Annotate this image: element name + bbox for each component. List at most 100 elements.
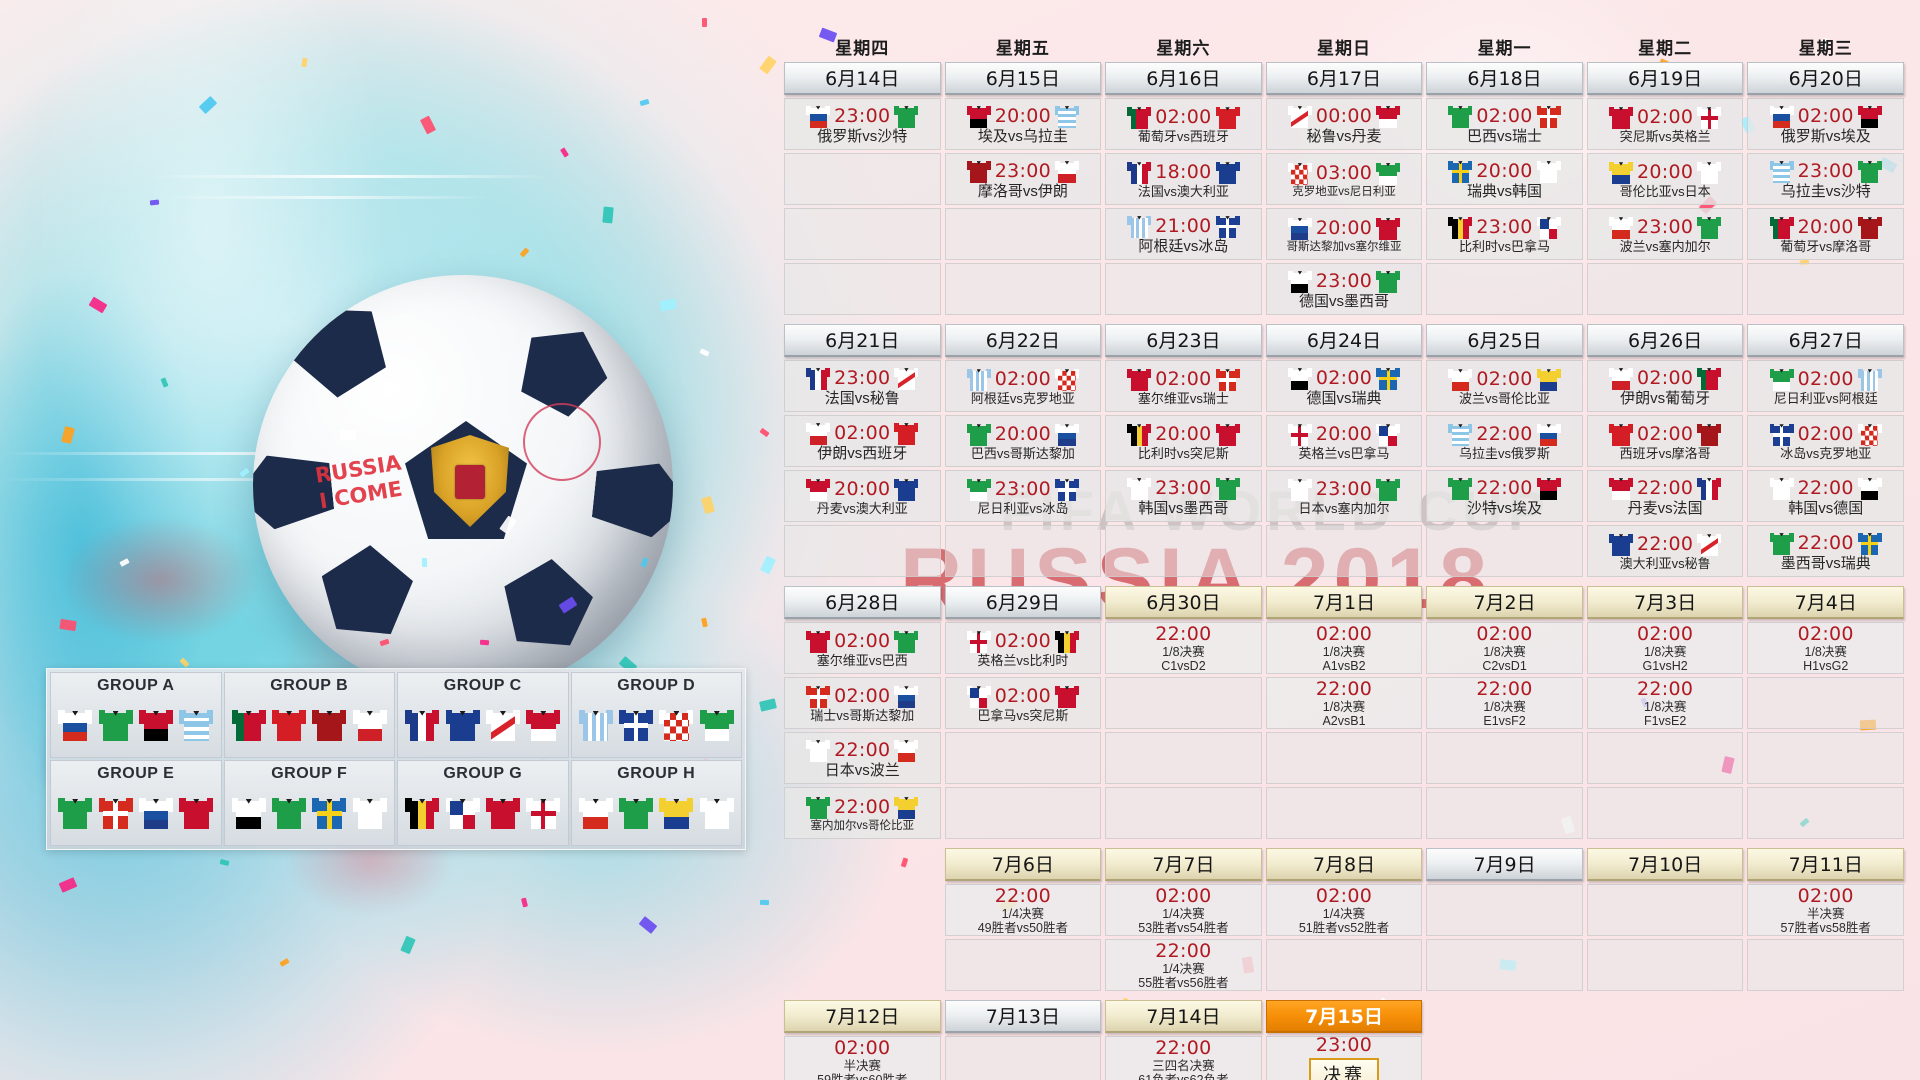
- knockout-match-cell[interactable]: 22:00 三四名决赛 61负者vs62负者: [1105, 1036, 1262, 1080]
- knockout-match-cell[interactable]: 22:00 1/4决赛 55胜者vs56胜者: [1105, 939, 1262, 991]
- date-header[interactable]: 6月28日: [784, 586, 941, 619]
- match-cell[interactable]: 03:00 克罗地亚vs尼日利亚: [1265, 153, 1423, 205]
- date-header[interactable]: 7月13日: [944, 1000, 1102, 1033]
- match-cell[interactable]: 02:00 波兰vs哥伦比亚: [1426, 360, 1583, 412]
- match-cell[interactable]: 23:00 法国vs秘鲁: [784, 360, 941, 412]
- group-card-group-e[interactable]: GROUP E: [50, 760, 222, 846]
- knockout-match-cell[interactable]: 22:00 1/4决赛 49胜者vs50胜者: [944, 884, 1102, 936]
- date-header[interactable]: 7月3日: [1586, 586, 1744, 619]
- date-header[interactable]: 6月14日: [784, 62, 941, 95]
- date-header[interactable]: 7月4日: [1747, 586, 1904, 619]
- knockout-match-cell[interactable]: 02:00 1/4决赛 51胜者vs52胜者: [1265, 884, 1423, 936]
- date-header[interactable]: 7月2日: [1426, 586, 1583, 619]
- date-header[interactable]: 6月25日: [1426, 324, 1583, 357]
- match-cell[interactable]: 02:00 塞尔维亚vs瑞士: [1105, 360, 1262, 412]
- date-header[interactable]: 6月16日: [1105, 62, 1262, 95]
- match-cell[interactable]: 20:00 哥斯达黎加vs塞尔维亚: [1265, 208, 1423, 260]
- group-card-group-d[interactable]: GROUP D: [570, 672, 742, 758]
- match-cell[interactable]: 20:00 英格兰vs巴拿马: [1265, 415, 1423, 467]
- date-header[interactable]: 7月12日: [784, 1000, 941, 1033]
- match-cell[interactable]: 23:00 尼日利亚vs冰岛: [944, 470, 1102, 522]
- date-header[interactable]: 6月24日: [1265, 324, 1423, 357]
- match-cell[interactable]: 02:00 伊朗vs西班牙: [784, 415, 941, 467]
- date-header[interactable]: 6月19日: [1586, 62, 1744, 95]
- date-header[interactable]: 7月7日: [1105, 848, 1262, 881]
- match-cell[interactable]: 22:00 韩国vs德国: [1747, 470, 1904, 522]
- knockout-match-cell[interactable]: 02:00 半决赛 57胜者vs58胜者: [1747, 884, 1904, 936]
- knockout-match-cell[interactable]: 02:00 1/8决赛 A1vsB2: [1265, 622, 1423, 674]
- match-cell[interactable]: 22:00 日本vs波兰: [784, 732, 941, 784]
- knockout-match-cell[interactable]: 22:00 1/8决赛 F1vsE2: [1586, 677, 1744, 729]
- match-cell[interactable]: 02:00 西班牙vs摩洛哥: [1586, 415, 1744, 467]
- final-match-cell[interactable]: 23:00 决赛: [1265, 1034, 1423, 1080]
- match-cell[interactable]: 22:00 丹麦vs法国: [1586, 470, 1744, 522]
- date-header[interactable]: 6月22日: [944, 324, 1102, 357]
- date-header[interactable]: 6月20日: [1747, 62, 1904, 95]
- date-header[interactable]: 6月27日: [1747, 324, 1904, 357]
- knockout-match-cell[interactable]: 22:00 1/8决赛 E1vsF2: [1426, 677, 1583, 729]
- match-cell[interactable]: 20:00 丹麦vs澳大利亚: [784, 470, 941, 522]
- date-header[interactable]: 6月18日: [1426, 62, 1583, 95]
- date-header[interactable]: 6月17日: [1265, 62, 1423, 95]
- match-cell[interactable]: 22:00 澳大利亚vs秘鲁: [1586, 525, 1744, 577]
- match-cell[interactable]: 20:00 比利时vs突尼斯: [1105, 415, 1262, 467]
- date-header[interactable]: 6月30日: [1105, 586, 1262, 619]
- date-header[interactable]: 7月8日: [1265, 848, 1423, 881]
- match-cell[interactable]: 22:00 沙特vs埃及: [1426, 470, 1583, 522]
- match-cell[interactable]: 02:00 阿根廷vs克罗地亚: [944, 360, 1102, 412]
- match-cell[interactable]: 23:00 俄罗斯vs沙特: [784, 98, 941, 150]
- date-header[interactable]: 6月29日: [944, 586, 1102, 619]
- match-cell[interactable]: 23:00 日本vs塞内加尔: [1265, 470, 1423, 522]
- date-header[interactable]: 7月10日: [1586, 848, 1744, 881]
- match-cell[interactable]: 20:00 瑞典vs韩国: [1426, 153, 1583, 205]
- match-cell[interactable]: 02:00 瑞士vs哥斯达黎加: [784, 677, 941, 729]
- date-header[interactable]: 6月23日: [1105, 324, 1262, 357]
- match-cell[interactable]: 02:00 伊朗vs葡萄牙: [1586, 360, 1744, 412]
- match-cell[interactable]: 21:00 阿根廷vs冰岛: [1105, 208, 1262, 260]
- date-header[interactable]: 7月15日: [1265, 1000, 1423, 1033]
- date-header[interactable]: 7月11日: [1747, 848, 1904, 881]
- group-card-group-b[interactable]: GROUP B: [223, 672, 395, 758]
- match-cell[interactable]: 23:00 乌拉圭vs沙特: [1747, 153, 1904, 205]
- match-cell[interactable]: 02:00 德国vs瑞典: [1265, 360, 1423, 412]
- match-cell[interactable]: 20:00 埃及vs乌拉圭: [944, 98, 1102, 150]
- match-cell[interactable]: 02:00 葡萄牙vs西班牙: [1105, 98, 1262, 150]
- knockout-match-cell[interactable]: 02:00 1/4决赛 53胜者vs54胜者: [1105, 884, 1262, 936]
- group-card-group-a[interactable]: GROUP A: [50, 672, 222, 758]
- match-cell[interactable]: 20:00 巴西vs哥斯达黎加: [944, 415, 1102, 467]
- date-header[interactable]: 7月1日: [1265, 586, 1423, 619]
- group-card-group-h[interactable]: GROUP H: [570, 760, 742, 846]
- group-card-group-f[interactable]: GROUP F: [223, 760, 395, 846]
- match-cell[interactable]: 23:00 摩洛哥vs伊朗: [944, 153, 1102, 205]
- date-header[interactable]: 6月15日: [944, 62, 1102, 95]
- knockout-match-cell[interactable]: 22:00 1/8决赛 A2vsB1: [1265, 677, 1423, 729]
- match-cell[interactable]: 02:00 巴西vs瑞士: [1426, 98, 1583, 150]
- match-cell[interactable]: 23:00 韩国vs墨西哥: [1105, 470, 1262, 522]
- match-cell[interactable]: 20:00 哥伦比亚vs日本: [1586, 153, 1744, 205]
- match-cell[interactable]: 02:00 俄罗斯vs埃及: [1747, 98, 1904, 150]
- match-cell[interactable]: 02:00 尼日利亚vs阿根廷: [1747, 360, 1904, 412]
- knockout-match-cell[interactable]: 02:00 1/8决赛 H1vsG2: [1747, 622, 1904, 674]
- date-header[interactable]: 7月9日: [1426, 848, 1583, 881]
- date-header[interactable]: 6月21日: [784, 324, 941, 357]
- match-cell[interactable]: 23:00 比利时vs巴拿马: [1426, 208, 1583, 260]
- match-cell[interactable]: 02:00 巴拿马vs突尼斯: [944, 677, 1102, 729]
- match-cell[interactable]: 02:00 冰岛vs克罗地亚: [1747, 415, 1904, 467]
- match-cell[interactable]: 18:00 法国vs澳大利亚: [1105, 153, 1262, 205]
- knockout-match-cell[interactable]: 02:00 1/8决赛 C2vsD1: [1426, 622, 1583, 674]
- match-cell[interactable]: 02:00 突尼斯vs英格兰: [1586, 98, 1744, 150]
- date-header[interactable]: 7月6日: [944, 848, 1102, 881]
- match-cell[interactable]: 22:00 墨西哥vs瑞典: [1747, 525, 1904, 577]
- group-card-group-g[interactable]: GROUP G: [397, 760, 569, 846]
- match-cell[interactable]: 22:00 塞内加尔vs哥伦比亚: [784, 787, 941, 839]
- match-cell[interactable]: 23:00 德国vs墨西哥: [1265, 263, 1423, 315]
- match-cell[interactable]: 20:00 葡萄牙vs摩洛哥: [1747, 208, 1904, 260]
- match-cell[interactable]: 22:00 乌拉圭vs俄罗斯: [1426, 415, 1583, 467]
- date-header[interactable]: 6月26日: [1586, 324, 1744, 357]
- knockout-match-cell[interactable]: 02:00 半决赛 59胜者vs60胜者: [784, 1036, 941, 1080]
- knockout-match-cell[interactable]: 22:00 1/8决赛 C1vsD2: [1105, 622, 1262, 674]
- match-cell[interactable]: 02:00 塞尔维亚vs巴西: [784, 622, 941, 674]
- match-cell[interactable]: 23:00 波兰vs塞内加尔: [1586, 208, 1744, 260]
- date-header[interactable]: 7月14日: [1105, 1000, 1262, 1033]
- knockout-match-cell[interactable]: 02:00 1/8决赛 G1vsH2: [1586, 622, 1744, 674]
